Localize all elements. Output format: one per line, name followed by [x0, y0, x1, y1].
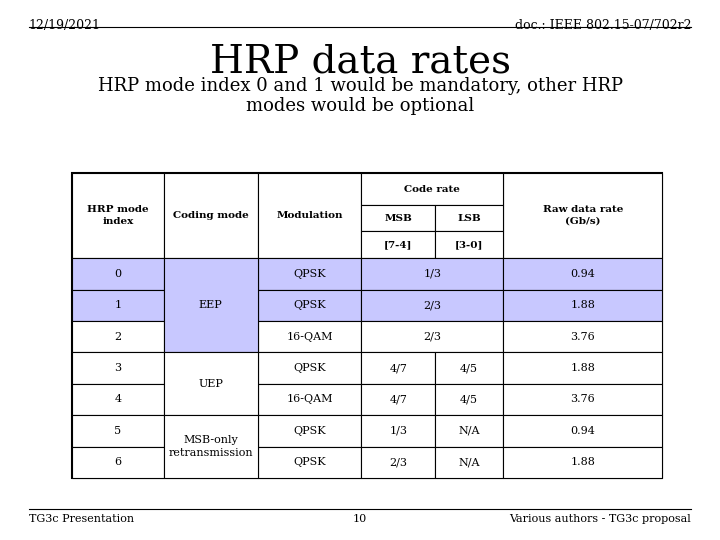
Text: Raw data rate
(Gb/s): Raw data rate (Gb/s) — [542, 205, 623, 226]
Text: TG3c Presentation: TG3c Presentation — [29, 514, 134, 524]
Text: Coding mode: Coding mode — [173, 211, 248, 220]
Text: 6: 6 — [114, 457, 121, 467]
Text: Various authors - TG3c proposal: Various authors - TG3c proposal — [510, 514, 691, 524]
Text: [3-0]: [3-0] — [455, 240, 483, 249]
Text: 1/3: 1/3 — [390, 426, 408, 436]
Text: 1/3: 1/3 — [423, 269, 441, 279]
Text: 1.88: 1.88 — [570, 363, 595, 373]
Text: 5: 5 — [114, 426, 121, 436]
Text: 16-QAM: 16-QAM — [287, 332, 333, 342]
Text: 4/5: 4/5 — [460, 394, 478, 404]
Text: 1.88: 1.88 — [570, 457, 595, 467]
Text: Code rate: Code rate — [404, 185, 460, 193]
Text: 2/3: 2/3 — [423, 332, 441, 342]
Text: 2/3: 2/3 — [423, 300, 441, 310]
Text: 0.94: 0.94 — [570, 269, 595, 279]
Text: 0: 0 — [114, 269, 121, 279]
Text: N/A: N/A — [459, 457, 480, 467]
Text: UEP: UEP — [198, 379, 223, 389]
Text: 16-QAM: 16-QAM — [287, 394, 333, 404]
Text: MSB: MSB — [384, 214, 412, 222]
Text: 4/7: 4/7 — [390, 363, 407, 373]
Text: QPSK: QPSK — [293, 457, 326, 467]
Text: 4/7: 4/7 — [390, 394, 407, 404]
Text: QPSK: QPSK — [293, 426, 326, 436]
Text: EEP: EEP — [199, 300, 222, 310]
Text: 4/5: 4/5 — [460, 363, 478, 373]
Text: QPSK: QPSK — [293, 300, 326, 310]
Text: N/A: N/A — [459, 426, 480, 436]
Text: 0.94: 0.94 — [570, 426, 595, 436]
Text: HRP mode
index: HRP mode index — [87, 205, 148, 226]
Text: 2: 2 — [114, 332, 121, 342]
Text: 3.76: 3.76 — [570, 394, 595, 404]
Text: 3: 3 — [114, 363, 121, 373]
Text: 4: 4 — [114, 394, 121, 404]
Text: QPSK: QPSK — [293, 269, 326, 279]
Text: MSB-only
retransmission: MSB-only retransmission — [168, 435, 253, 458]
Text: 1: 1 — [114, 300, 121, 310]
Text: 3.76: 3.76 — [570, 332, 595, 342]
Text: HRP mode index 0 and 1 would be mandatory, other HRP
modes would be optional: HRP mode index 0 and 1 would be mandator… — [97, 77, 623, 116]
Text: doc.: IEEE 802.15-07/702r2: doc.: IEEE 802.15-07/702r2 — [515, 19, 691, 32]
Text: 1.88: 1.88 — [570, 300, 595, 310]
Text: LSB: LSB — [457, 214, 481, 222]
Text: QPSK: QPSK — [293, 363, 326, 373]
Text: Modulation: Modulation — [276, 211, 343, 220]
Text: HRP data rates: HRP data rates — [210, 43, 510, 80]
Text: [7-4]: [7-4] — [384, 240, 413, 249]
Text: 12/19/2021: 12/19/2021 — [29, 19, 101, 32]
Text: 10: 10 — [353, 514, 367, 524]
Text: 2/3: 2/3 — [390, 457, 408, 467]
